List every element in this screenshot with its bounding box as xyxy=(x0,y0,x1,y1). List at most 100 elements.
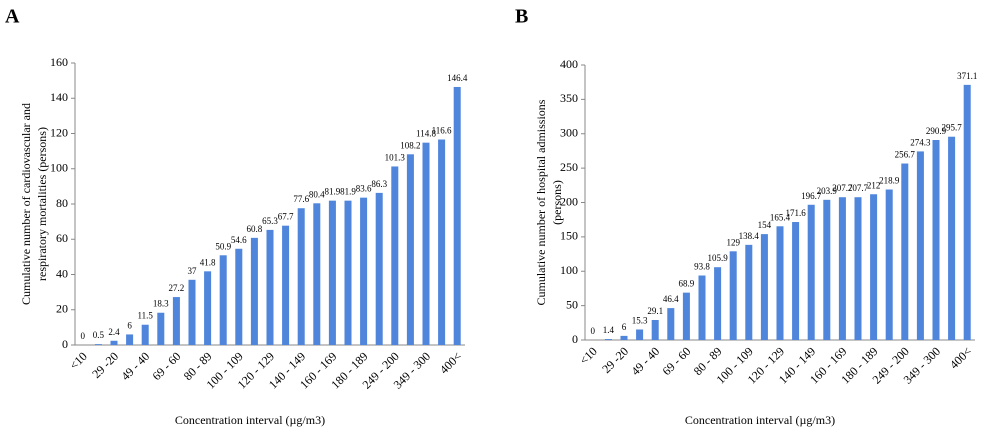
value-label: 67.7 xyxy=(278,212,294,222)
y-axis-label: (persons) xyxy=(550,180,564,225)
value-label: 171.6 xyxy=(785,208,806,218)
x-tick-label: 29 -20 xyxy=(599,344,631,376)
bar xyxy=(948,136,956,340)
bar xyxy=(172,297,180,345)
bar xyxy=(94,344,102,345)
bar xyxy=(157,312,165,345)
value-label: 50.9 xyxy=(215,241,231,251)
bar xyxy=(110,340,118,345)
value-label: 86.3 xyxy=(371,179,387,189)
bar xyxy=(932,140,940,340)
y-tick-label: 400 xyxy=(560,57,578,71)
value-label: 0 xyxy=(81,331,86,341)
value-label: 212 xyxy=(867,180,881,190)
bar xyxy=(916,151,924,340)
bar xyxy=(636,329,644,340)
value-label: 54.6 xyxy=(231,235,247,245)
bar xyxy=(422,142,430,345)
y-axis-label: respiratory mortalities (persons) xyxy=(35,127,49,281)
value-label: 218.9 xyxy=(879,176,900,186)
bar xyxy=(126,334,134,345)
value-label: 105.9 xyxy=(707,253,728,263)
value-label: 83.6 xyxy=(356,184,372,194)
y-tick-label: 300 xyxy=(560,126,578,140)
bar xyxy=(807,204,815,340)
bar xyxy=(219,255,227,345)
x-axis-label: Concentration interval (µg/m3) xyxy=(685,413,835,427)
bar xyxy=(266,229,274,345)
value-label: 0.5 xyxy=(93,330,105,340)
bar xyxy=(854,197,862,340)
bar xyxy=(297,208,305,345)
bar xyxy=(682,292,690,340)
y-tick-label: 160 xyxy=(50,55,68,69)
value-label: 1.4 xyxy=(603,325,615,335)
value-label: 114.8 xyxy=(416,129,436,139)
y-tick-label: 350 xyxy=(560,91,578,105)
panel-label: B xyxy=(515,6,528,28)
value-label: 207.7 xyxy=(832,183,853,193)
bar xyxy=(667,308,675,340)
y-tick-label: 120 xyxy=(50,125,68,139)
value-label: 116.6 xyxy=(432,125,452,135)
y-tick-label: 150 xyxy=(560,229,578,243)
y-tick-label: 140 xyxy=(50,90,68,104)
bar xyxy=(870,194,878,340)
value-label: 196.7 xyxy=(801,191,822,201)
value-label: 81.9 xyxy=(340,187,356,197)
value-label: 68.9 xyxy=(679,279,695,289)
bar xyxy=(651,319,659,340)
value-label: 27.2 xyxy=(169,283,185,293)
value-label: 93.8 xyxy=(694,262,710,272)
bar xyxy=(313,203,321,345)
y-tick-label: 80 xyxy=(56,196,68,210)
y-tick-label: 0 xyxy=(572,332,578,346)
bar xyxy=(328,200,336,345)
value-label: 18.3 xyxy=(153,299,169,309)
value-label: 80.4 xyxy=(309,189,325,199)
x-tick-label: <10 xyxy=(577,344,600,367)
bar xyxy=(823,199,831,340)
bar xyxy=(760,234,768,340)
bar xyxy=(745,244,753,340)
x-tick-label: <10 xyxy=(67,349,90,372)
bar xyxy=(885,189,893,340)
y-tick-label: 100 xyxy=(560,263,578,277)
value-label: 371.1 xyxy=(957,71,977,81)
bar xyxy=(698,275,706,340)
bar xyxy=(792,222,800,340)
y-tick-label: 200 xyxy=(560,194,578,208)
x-tick-label: 69 - 60 xyxy=(150,349,184,383)
value-label: 0 xyxy=(591,326,596,336)
bar xyxy=(714,267,722,340)
y-tick-label: 40 xyxy=(56,266,68,280)
bar xyxy=(838,197,846,340)
bar xyxy=(729,251,737,340)
y-tick-label: 0 xyxy=(62,337,68,351)
value-label: 6 xyxy=(622,322,627,332)
value-label: 290.9 xyxy=(926,126,947,136)
value-label: 41.8 xyxy=(200,257,216,267)
value-label: 256.7 xyxy=(895,150,916,160)
value-label: 207.7 xyxy=(848,183,869,193)
y-tick-label: 20 xyxy=(56,302,68,316)
bar xyxy=(188,279,196,345)
bar xyxy=(604,339,612,340)
y-axis-label: Cumulative number of cardiovascular and xyxy=(19,103,33,305)
y-axis-label: Cumulative number of hospital admissions xyxy=(534,99,548,305)
bar xyxy=(438,139,446,345)
y-tick-label: 100 xyxy=(50,161,68,175)
bar xyxy=(235,248,243,345)
bar xyxy=(453,86,461,345)
bar xyxy=(141,324,149,345)
bar xyxy=(282,225,290,345)
value-label: 37 xyxy=(188,266,198,276)
bar xyxy=(963,84,971,341)
value-label: 77.6 xyxy=(293,194,309,204)
x-tick-label: 29 -20 xyxy=(89,349,121,381)
bar xyxy=(344,200,352,345)
bar xyxy=(360,197,368,345)
value-label: 15.3 xyxy=(632,315,648,325)
value-label: 138.4 xyxy=(739,231,760,241)
y-tick-label: 60 xyxy=(56,231,68,245)
